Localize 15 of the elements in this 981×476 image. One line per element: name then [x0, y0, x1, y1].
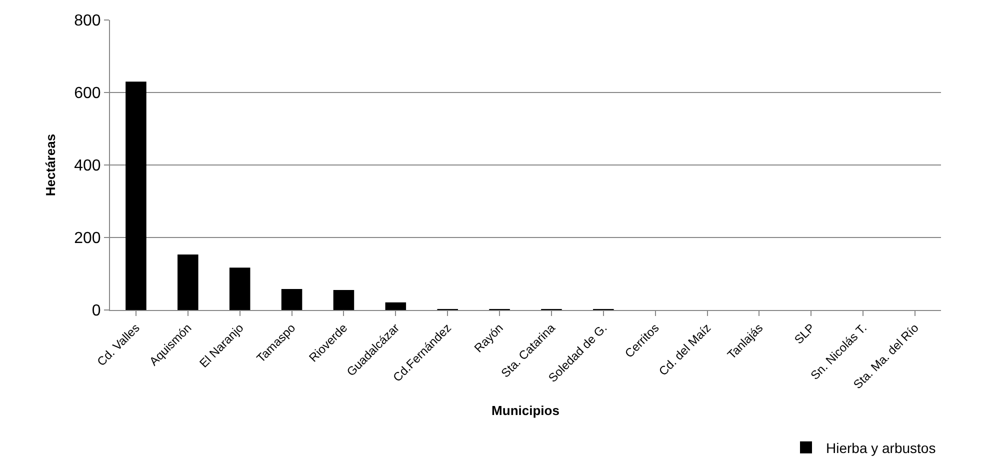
y-tick-label: 0 [92, 302, 101, 320]
y-axis-title: Hectáreas [43, 134, 58, 196]
y-tick-label: 200 [74, 230, 101, 248]
bar [333, 290, 354, 310]
y-tick-label: 600 [74, 85, 101, 102]
legend-label: Hierba y arbustos [826, 440, 936, 456]
bar [229, 268, 250, 310]
x-axis-title: Municipios [492, 403, 560, 418]
bar [178, 254, 198, 310]
bar [281, 288, 302, 310]
x-tick-label: SLP [792, 320, 818, 347]
y-tick-label: 400 [74, 158, 101, 175]
y-tick-label: 800 [74, 12, 101, 30]
bar [385, 302, 406, 310]
bar [126, 82, 146, 310]
